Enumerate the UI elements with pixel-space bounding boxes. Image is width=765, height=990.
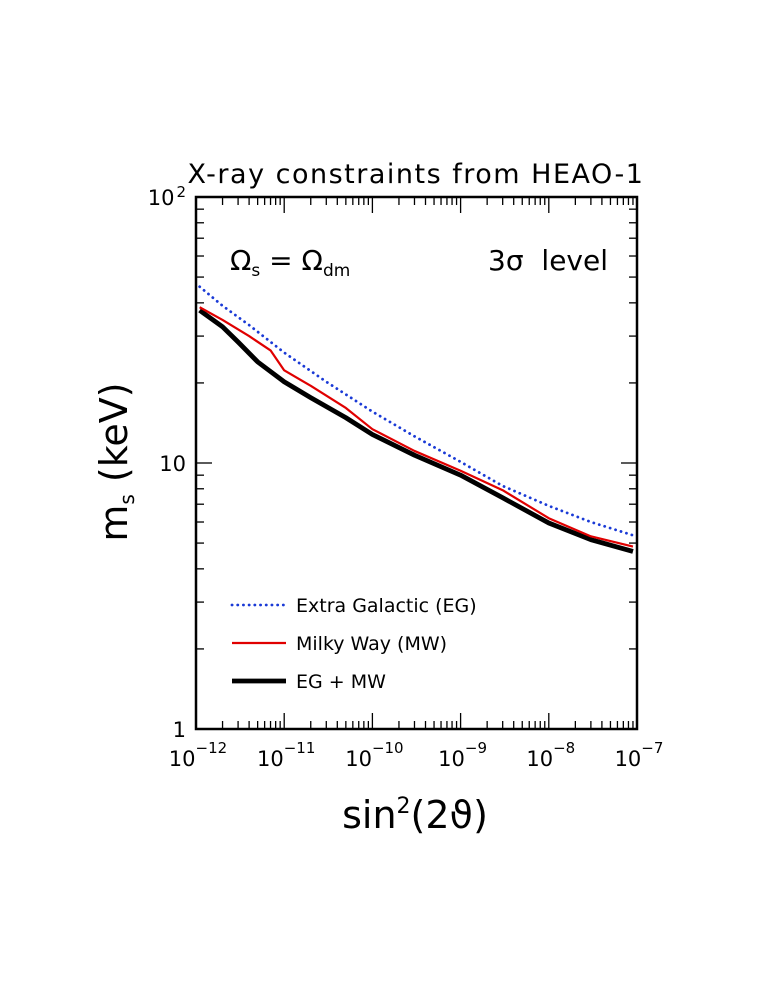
x-tick-label-base: 10 [345, 747, 372, 771]
y-tick-label-base: 1 [173, 718, 186, 742]
x-tick-label: 10−11 [257, 739, 315, 771]
series-line-thick [198, 308, 634, 554]
y-tick-label-base: 10 [148, 186, 175, 210]
x-axis-tick-labels: 10−12 10−11 10−10 10−9 10−8 10−7 [169, 739, 664, 771]
annotation-omega: Ω [302, 244, 323, 277]
annotation-equals: = [260, 244, 301, 277]
omega-annotation: Ωs = Ωdm [230, 244, 350, 281]
x-tick-label-exponent: −8 [553, 739, 575, 757]
legend: Extra Galactic (EG) Milky Way (MW) EG + MW [230, 595, 477, 693]
series-line-solid [199, 306, 634, 548]
x-tick-label-exponent: −10 [372, 739, 404, 757]
x-tick-label-base: 10 [526, 747, 553, 771]
legend-label: Extra Galactic (EG) [296, 595, 477, 617]
y-axis-label-part: m [92, 505, 136, 542]
legend-label: EG + MW [296, 671, 386, 693]
x-tick-label: 10−7 [615, 739, 664, 771]
x-axis-label: sin2(2ϑ) [342, 793, 488, 837]
chart-title: X-ray constraints from HEAO-1 [188, 159, 645, 190]
x-tick-label-base: 10 [615, 747, 642, 771]
y-axis-label-part: (keV) [92, 382, 136, 494]
chart-marks [198, 285, 635, 554]
y-tick-label: 10 [159, 452, 186, 476]
annotation-subscript: dm [323, 261, 350, 281]
y-axis-ticks [196, 196, 637, 730]
y-tick-label-base: 10 [159, 452, 186, 476]
y-tick-label-exponent: 2 [176, 183, 186, 201]
x-tick-label: 10−9 [438, 739, 487, 771]
x-axis-ticks [195, 197, 638, 729]
x-tick-label: 10−12 [169, 739, 227, 771]
x-tick-label: 10−10 [345, 739, 403, 771]
x-tick-label: 10−8 [526, 739, 575, 771]
x-tick-label-exponent: −9 [465, 739, 487, 757]
x-tick-label-base: 10 [169, 747, 196, 771]
sigma-level-annotation: 3σ level [488, 244, 608, 277]
x-axis-label-part: sin [342, 793, 396, 837]
x-axis-label-superscript: 2 [397, 794, 411, 819]
x-tick-label-exponent: −7 [641, 739, 663, 757]
x-tick-label-base: 10 [438, 747, 465, 771]
x-axis-label-part: (2ϑ) [411, 793, 488, 837]
x-tick-label-exponent: −11 [284, 739, 316, 757]
x-tick-label-exponent: −12 [196, 739, 228, 757]
y-axis-label-subscript: s [115, 494, 139, 504]
series-line-dotted [198, 285, 635, 537]
annotation-omega: Ω [230, 244, 251, 277]
annotation-subscript: s [251, 261, 260, 281]
y-tick-label: 10 2 [148, 183, 186, 210]
y-axis-label: ms (keV) [92, 382, 139, 541]
x-tick-label-base: 10 [257, 747, 284, 771]
legend-label: Milky Way (MW) [296, 633, 447, 655]
y-tick-label: 1 [173, 718, 186, 742]
